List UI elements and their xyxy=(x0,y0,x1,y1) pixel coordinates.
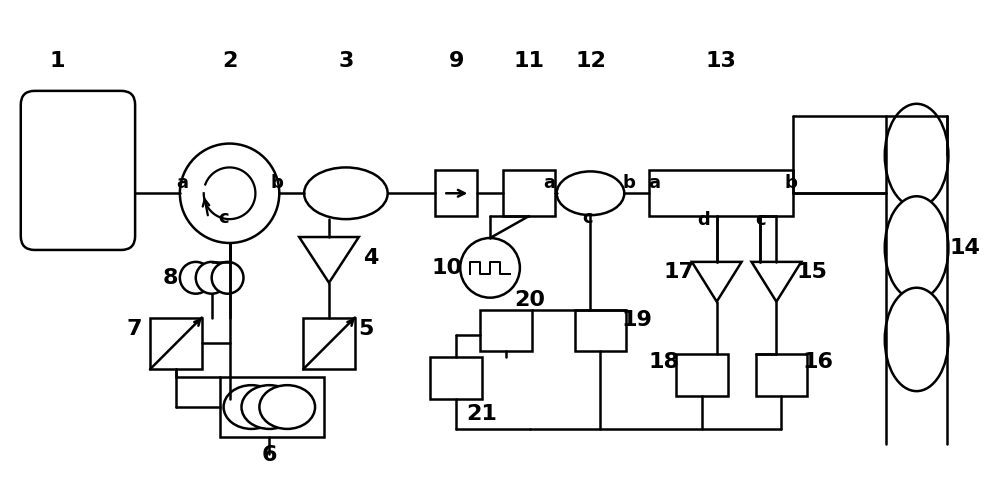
Polygon shape xyxy=(752,262,801,302)
Text: a: a xyxy=(176,174,188,192)
Circle shape xyxy=(460,238,520,298)
Text: 17: 17 xyxy=(663,262,694,282)
Polygon shape xyxy=(692,262,742,302)
Text: d: d xyxy=(697,211,710,229)
Text: b: b xyxy=(623,174,636,192)
Bar xyxy=(503,170,555,216)
Text: 14: 14 xyxy=(950,238,981,258)
FancyBboxPatch shape xyxy=(21,91,135,250)
Text: c: c xyxy=(218,209,229,227)
Text: 8: 8 xyxy=(162,268,178,288)
Text: 21: 21 xyxy=(467,404,498,424)
Bar xyxy=(220,377,324,437)
Ellipse shape xyxy=(885,196,948,299)
Text: 19: 19 xyxy=(622,310,653,329)
Ellipse shape xyxy=(241,385,297,429)
Bar xyxy=(150,317,202,369)
Bar xyxy=(649,170,793,216)
Ellipse shape xyxy=(885,104,948,207)
Polygon shape xyxy=(299,237,359,283)
Circle shape xyxy=(180,262,212,294)
Text: 16: 16 xyxy=(803,352,834,372)
Bar xyxy=(676,355,728,396)
Text: 6: 6 xyxy=(262,445,277,465)
Circle shape xyxy=(180,143,279,243)
Text: b: b xyxy=(785,174,798,192)
Text: 20: 20 xyxy=(514,290,545,310)
Circle shape xyxy=(196,262,228,294)
Bar xyxy=(435,170,477,216)
Bar xyxy=(575,310,626,351)
Circle shape xyxy=(212,262,243,294)
Text: 7: 7 xyxy=(126,319,142,340)
Text: c: c xyxy=(582,209,593,227)
Text: 15: 15 xyxy=(797,262,828,282)
Text: 5: 5 xyxy=(358,319,373,340)
Ellipse shape xyxy=(885,288,948,391)
Text: 10: 10 xyxy=(432,258,463,278)
Text: 3: 3 xyxy=(338,51,354,71)
Ellipse shape xyxy=(304,168,388,219)
Text: 4: 4 xyxy=(363,248,378,268)
Ellipse shape xyxy=(224,385,279,429)
Bar xyxy=(480,310,532,351)
Text: b: b xyxy=(271,174,284,192)
Text: a: a xyxy=(648,174,660,192)
Text: 18: 18 xyxy=(649,352,680,372)
Bar xyxy=(430,357,482,399)
Text: 12: 12 xyxy=(575,51,606,71)
Text: 13: 13 xyxy=(705,51,736,71)
Ellipse shape xyxy=(259,385,315,429)
Ellipse shape xyxy=(557,171,624,215)
Bar xyxy=(303,317,355,369)
Bar xyxy=(756,355,807,396)
Text: a: a xyxy=(544,174,556,192)
Text: c: c xyxy=(755,211,766,229)
Text: 9: 9 xyxy=(449,51,464,71)
Text: 1: 1 xyxy=(50,51,65,71)
Text: 11: 11 xyxy=(513,51,544,71)
Text: 2: 2 xyxy=(222,51,237,71)
